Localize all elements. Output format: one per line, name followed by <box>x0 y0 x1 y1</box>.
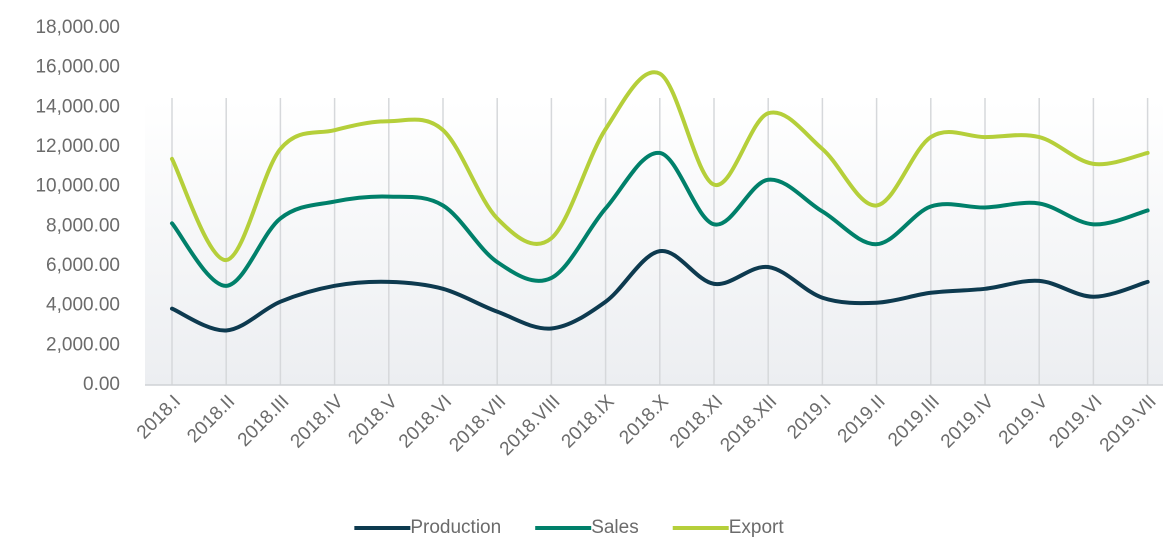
series-line <box>170 70 1150 263</box>
y-tick-label: 8,000.00 <box>46 215 120 236</box>
y-tick-label: 2,000.00 <box>46 334 120 355</box>
x-tick-label: 2018.I <box>133 391 185 443</box>
x-tick-label: 2018.II <box>183 391 239 447</box>
series-line <box>170 150 1150 288</box>
legend-label: Sales <box>591 517 639 537</box>
y-tick-label: 10,000.00 <box>35 176 120 197</box>
x-tick-label: 2018.IV <box>287 391 348 452</box>
x-tick-label: 2019.II <box>834 391 890 447</box>
y-tick-label: 16,000.00 <box>35 57 120 78</box>
plot-background <box>145 100 1163 385</box>
y-tick-label: 14,000.00 <box>35 96 120 117</box>
y-tick-label: 18,000.00 <box>35 17 120 38</box>
x-tick-label: 2019.V <box>995 391 1053 449</box>
x-tick-label: 2018.V <box>344 391 402 449</box>
x-tick-label: 2018.IX <box>558 391 619 452</box>
x-tick-label: 2019.III <box>884 391 944 451</box>
x-tick-label: 2018.VIII <box>496 391 565 460</box>
legend: Production Sales Export <box>354 517 784 537</box>
x-tick-label: 2019.IV <box>937 391 998 452</box>
y-tick-label: 0.00 <box>83 374 120 395</box>
y-tick-label: 6,000.00 <box>46 255 120 276</box>
x-tick-label: 2018.III <box>234 391 294 451</box>
x-tick-label: 2019.I <box>783 391 835 443</box>
x-tick-label: 2018.X <box>615 391 673 449</box>
y-tick-label: 12,000.00 <box>35 136 120 157</box>
x-tick-label: 2018.XII <box>716 391 781 456</box>
x-tick-label: 2019.VII <box>1096 391 1161 456</box>
series-line <box>170 249 1150 333</box>
legend-label: Export <box>729 517 785 537</box>
legend-label: Production <box>410 517 501 537</box>
y-tick-label: 4,000.00 <box>46 295 120 316</box>
